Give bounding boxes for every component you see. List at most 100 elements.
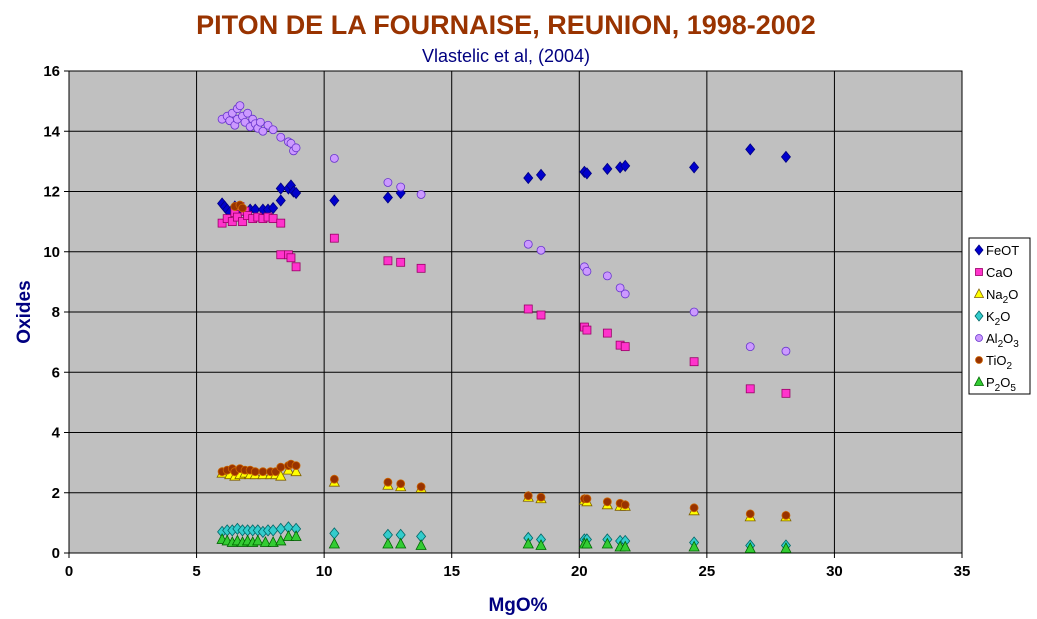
feot-point <box>602 162 613 176</box>
x-tick-label: 30 <box>826 563 843 580</box>
tio2-point <box>689 503 699 513</box>
cao-point <box>238 217 247 227</box>
p2o5-point <box>688 540 700 552</box>
p2o5-point <box>535 539 547 550</box>
y-axis-label: Oxides <box>14 280 35 343</box>
x-axis-label: MgO% <box>488 595 547 616</box>
cao-point <box>291 262 301 272</box>
al2o3-point <box>523 239 533 249</box>
al2o3-point <box>258 126 268 136</box>
feot-point <box>523 171 534 185</box>
p2o5-point <box>259 536 272 547</box>
x-tick-label: 5 <box>192 563 200 580</box>
al2o3-point <box>255 117 265 127</box>
feot-point <box>275 182 286 195</box>
na2o-point <box>290 465 302 477</box>
al2o3-point <box>602 271 612 281</box>
cao-point <box>329 233 339 243</box>
al2o3-point <box>329 153 339 163</box>
cao-point <box>602 328 612 338</box>
tio2-point <box>250 467 260 477</box>
p2o5-point <box>395 537 407 549</box>
na2o-legend-marker <box>973 288 985 298</box>
cao-point <box>217 218 227 228</box>
cao-point <box>276 250 286 260</box>
p2o5-point <box>290 530 302 541</box>
x-tick-label: 25 <box>699 563 716 580</box>
cao-point <box>383 256 393 266</box>
p2o5-point <box>522 537 534 549</box>
tio2-point <box>329 474 339 484</box>
al2o3-point <box>745 342 755 352</box>
legend-label-tio2: TiO2 <box>986 353 1012 372</box>
p2o5-point <box>780 542 792 553</box>
feot-point <box>620 159 631 173</box>
y-tick-label: 10 <box>43 244 60 261</box>
tio2-point <box>582 494 592 504</box>
feot-point <box>275 194 286 207</box>
feot-point <box>780 150 791 163</box>
al2o3-point <box>689 307 699 317</box>
tio2-point <box>523 491 533 501</box>
cao-point <box>620 342 630 352</box>
y-tick-label: 0 <box>52 545 60 562</box>
al2o3-point <box>243 108 253 118</box>
x-tick-label: 20 <box>571 563 588 580</box>
legend-label-na2o: Na2O <box>986 287 1018 306</box>
tio2-point <box>781 510 791 520</box>
cao-point <box>396 257 406 267</box>
cao-legend-marker <box>975 268 983 276</box>
legend-label-p2o5: P2O5 <box>986 375 1016 394</box>
feot-point <box>291 186 302 200</box>
al2o3-point <box>416 190 426 199</box>
cao-point <box>416 263 426 273</box>
y-tick-label: 12 <box>43 184 60 201</box>
p2o5-point <box>252 534 264 546</box>
tio2-point <box>258 467 268 477</box>
x-tick-label: 35 <box>954 563 971 580</box>
feot-point <box>382 191 393 204</box>
k2o-legend-marker <box>974 310 984 322</box>
tio2-point <box>602 497 612 507</box>
tio2-point <box>276 462 286 472</box>
feot-point <box>745 143 756 156</box>
data-points <box>216 101 792 553</box>
legend: FeOT CaO Na2O K2O Al2O3 TiO2 P2O5 <box>968 237 1031 395</box>
cao-point <box>745 384 755 394</box>
feot-point <box>581 167 592 180</box>
cao-point <box>276 218 286 228</box>
legend-label-cao: CaO <box>986 265 1013 280</box>
al2o3-point <box>536 245 546 255</box>
legend-label-al2o3: Al2O3 <box>986 331 1019 350</box>
tio2-legend-marker <box>975 356 983 364</box>
tio2-point <box>745 509 755 519</box>
p2o5-point <box>267 536 279 547</box>
feot-legend-marker <box>974 244 984 256</box>
chart-subtitle: Vlastelic et al, (2004) <box>422 46 590 66</box>
al2o3-point <box>291 143 301 153</box>
legend-label-k2o: K2O <box>986 309 1010 328</box>
al2o3-point <box>383 178 393 187</box>
tio2-point <box>536 492 546 502</box>
tio2-point <box>416 482 426 492</box>
al2o3-point <box>781 346 791 356</box>
y-tick-label: 14 <box>43 123 60 140</box>
tio2-point <box>396 479 406 489</box>
cao-point <box>689 357 699 367</box>
cao-point <box>286 253 296 263</box>
axis-ticks: 0 5 10 15 20 25 30 35 0 2 4 6 8 10 12 14 16 <box>43 63 970 580</box>
y-tick-label: 6 <box>52 364 60 381</box>
tio2-point <box>620 500 630 510</box>
cao-point <box>232 212 242 222</box>
y-tick-label: 2 <box>52 485 60 502</box>
cao-point <box>582 325 592 335</box>
x-tick-label: 10 <box>316 563 333 580</box>
al2o3-point <box>235 101 245 111</box>
al2o3-point <box>268 125 278 135</box>
tio2-point <box>238 203 247 213</box>
al2o3-point <box>396 182 406 192</box>
x-tick-label: 0 <box>65 563 73 580</box>
gridlines <box>69 71 962 553</box>
p2o5-point <box>382 537 394 549</box>
al2o3-point <box>276 132 286 142</box>
